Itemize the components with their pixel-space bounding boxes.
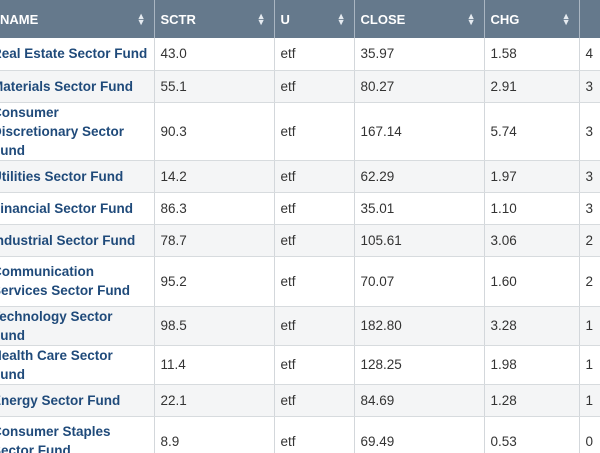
universe-cell: etf [274, 345, 355, 385]
table-row[interactable]: Energy Sector Fund 22.1 etf 84.69 1.28 1 [0, 384, 600, 417]
column-header-close[interactable]: CLOSE ▲ ▼ [354, 0, 485, 38]
sort-icon: ▲ ▼ [336, 11, 346, 27]
extra-cell: 2 [579, 224, 600, 257]
universe-cell: etf [274, 384, 355, 417]
close-cell: 182.80 [354, 306, 485, 346]
sort-icon: ▲ ▼ [256, 11, 266, 27]
fund-name-link[interactable]: Technology Sector Fund [0, 306, 155, 346]
column-header-name[interactable]: NAME ▲ ▼ [0, 0, 155, 38]
sort-icon: ▲ ▼ [136, 11, 146, 27]
change-cell: 5.74 [484, 102, 580, 161]
table-row[interactable]: Consumer Staples Sector Fund8.9etf69.490… [0, 416, 600, 453]
table-row[interactable]: Real Estate Sector Fund 43.0 etf 35.97 1.58 4 [0, 38, 600, 71]
extra-cell: 3 [579, 160, 600, 193]
extra-cell: 3 [579, 70, 600, 103]
extra-cell: 2 [579, 256, 600, 307]
universe-cell: etf [274, 160, 355, 193]
table-row[interactable]: Materials Sector Fund 55.1 etf 80.27 2.91 3 [0, 70, 600, 103]
universe-cell: etf [274, 38, 355, 71]
table-row[interactable]: Communication Services Sector Fund 95.2 et… [0, 256, 600, 307]
fund-name-link[interactable]: Consumer Discretionary Sector Fund [0, 102, 155, 161]
change-cell: 1.98 [484, 345, 580, 385]
universe-cell: etf [274, 224, 355, 257]
sctr-cell: 43.0 [154, 38, 275, 71]
fund-name-link[interactable]: Health Care Sector Fund [0, 345, 155, 385]
fund-name-link[interactable]: Energy Sector Fund [0, 384, 155, 417]
universe-cell: etf [274, 192, 355, 225]
change-cell: 1.60 [484, 256, 580, 307]
extra-cell: 1 [579, 345, 600, 385]
sctr-cell: 98.5 [154, 306, 275, 346]
fund-name-link[interactable]: Real Estate Sector Fund [0, 38, 155, 71]
universe-cell: etf [274, 70, 355, 103]
close-cell: 70.07 [354, 256, 485, 307]
close-cell: 84.69 [354, 384, 485, 417]
change-cell: 3.06 [484, 224, 580, 257]
change-cell: 0.53 [484, 416, 580, 453]
change-cell: 1.10 [484, 192, 580, 225]
change-cell: 1.97 [484, 160, 580, 193]
table-row[interactable]: Consumer Discretionary Sector Fund90.3et… [0, 102, 600, 161]
close-cell: 105.61 [354, 224, 485, 257]
column-header-u[interactable]: U ▲ ▼ [274, 0, 355, 38]
fund-name-link[interactable]: Communication Services Sector Fund [0, 256, 155, 307]
universe-cell: etf [274, 416, 355, 453]
column-header-extra[interactable] [579, 0, 600, 38]
extra-cell: 3 [579, 192, 600, 225]
change-cell: 1.28 [484, 384, 580, 417]
table-row[interactable]: Industrial Sector Fund 78.7 etf 105.61 3.06 2 [0, 224, 600, 257]
sctr-cell: 95.2 [154, 256, 275, 307]
sort-icon: ▲ ▼ [466, 11, 476, 27]
universe-cell: etf [274, 256, 355, 307]
fund-name-link[interactable]: Materials Sector Fund [0, 70, 155, 103]
close-cell: 35.01 [354, 192, 485, 225]
change-cell: 3.28 [484, 306, 580, 346]
sctr-cell: 55.1 [154, 70, 275, 103]
column-header-chg[interactable]: CHG ▲ ▼ [484, 0, 580, 38]
sctr-cell: 22.1 [154, 384, 275, 417]
extra-cell: 3 [579, 102, 600, 161]
change-cell: 2.91 [484, 70, 580, 103]
fund-name-link[interactable]: Industrial Sector Fund [0, 224, 155, 257]
fund-name-link[interactable]: Utilities Sector Fund [0, 160, 155, 193]
extra-cell: 1 [579, 384, 600, 417]
close-cell: 128.25 [354, 345, 485, 385]
change-cell: 1.58 [484, 38, 580, 71]
fund-name-link[interactable]: Financial Sector Fund [0, 192, 155, 225]
fund-name-link[interactable]: Consumer Staples Sector Fund [0, 416, 155, 453]
universe-cell: etf [274, 306, 355, 346]
extra-cell: 0 [579, 416, 600, 453]
sctr-cell: 86.3 [154, 192, 275, 225]
sctr-cell: 78.7 [154, 224, 275, 257]
close-cell: 62.29 [354, 160, 485, 193]
close-cell: 80.27 [354, 70, 485, 103]
sort-icon: ▲ ▼ [561, 11, 571, 27]
extra-cell: 1 [579, 306, 600, 346]
sctr-cell: 14.2 [154, 160, 275, 193]
extra-cell: 4 [579, 38, 600, 71]
sctr-cell: 8.9 [154, 416, 275, 453]
universe-cell: etf [274, 102, 355, 161]
sctr-cell: 11.4 [154, 345, 275, 385]
table-row[interactable]: Health Care Sector Fund11.4etf128.251.98… [0, 345, 600, 385]
close-cell: 35.97 [354, 38, 485, 71]
table-row[interactable]: Financial Sector Fund 86.3 etf 35.01 1.10 3 [0, 192, 600, 225]
close-cell: 69.49 [354, 416, 485, 453]
header-row: NAME ▲ ▼ SCTR ▲ ▼ U ▲ ▼ CLOSE ▲ ▼ CHG ▲ ▼ [0, 0, 600, 38]
column-header-sctr[interactable]: SCTR ▲ ▼ [154, 0, 275, 38]
close-cell: 167.14 [354, 102, 485, 161]
table-row[interactable]: Utilities Sector Fund 14.2 etf 62.29 1.97 3 [0, 160, 600, 193]
sctr-cell: 90.3 [154, 102, 275, 161]
